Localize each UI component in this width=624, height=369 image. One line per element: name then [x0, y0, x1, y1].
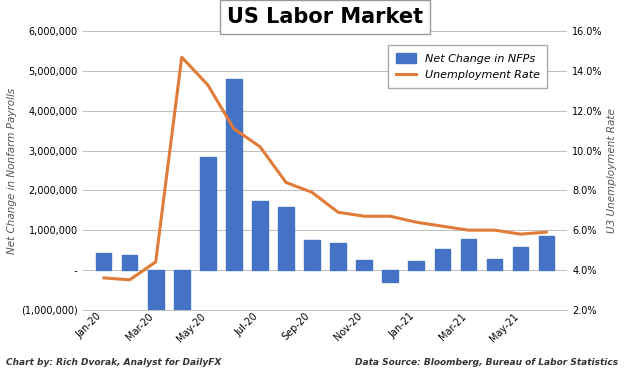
- Bar: [200, 157, 216, 270]
- Y-axis label: U3 Unemployment Rate: U3 Unemployment Rate: [607, 108, 617, 233]
- Bar: [305, 239, 320, 270]
- Bar: [513, 247, 529, 270]
- Bar: [148, 270, 163, 324]
- Bar: [356, 260, 372, 270]
- Bar: [383, 270, 398, 282]
- Bar: [330, 243, 346, 270]
- Bar: [487, 259, 502, 270]
- Bar: [252, 201, 268, 270]
- Bar: [278, 207, 294, 270]
- Text: Data Source: Bloomberg, Bureau of Labor Statistics: Data Source: Bloomberg, Bureau of Labor …: [354, 358, 618, 367]
- Bar: [539, 236, 554, 270]
- Title: US Labor Market: US Labor Market: [227, 7, 423, 27]
- Bar: [434, 249, 450, 270]
- Bar: [95, 253, 112, 270]
- Bar: [122, 255, 137, 270]
- Bar: [409, 261, 424, 270]
- Bar: [174, 270, 190, 310]
- Y-axis label: Net Change in Nonfarm Payrolls: Net Change in Nonfarm Payrolls: [7, 87, 17, 254]
- Bar: [461, 239, 476, 270]
- Legend: Net Change in NFPs, Unemployment Rate: Net Change in NFPs, Unemployment Rate: [388, 45, 547, 88]
- Bar: [226, 79, 241, 270]
- Text: Chart by: Rich Dvorak, Analyst for DailyFX: Chart by: Rich Dvorak, Analyst for Daily…: [6, 358, 222, 367]
